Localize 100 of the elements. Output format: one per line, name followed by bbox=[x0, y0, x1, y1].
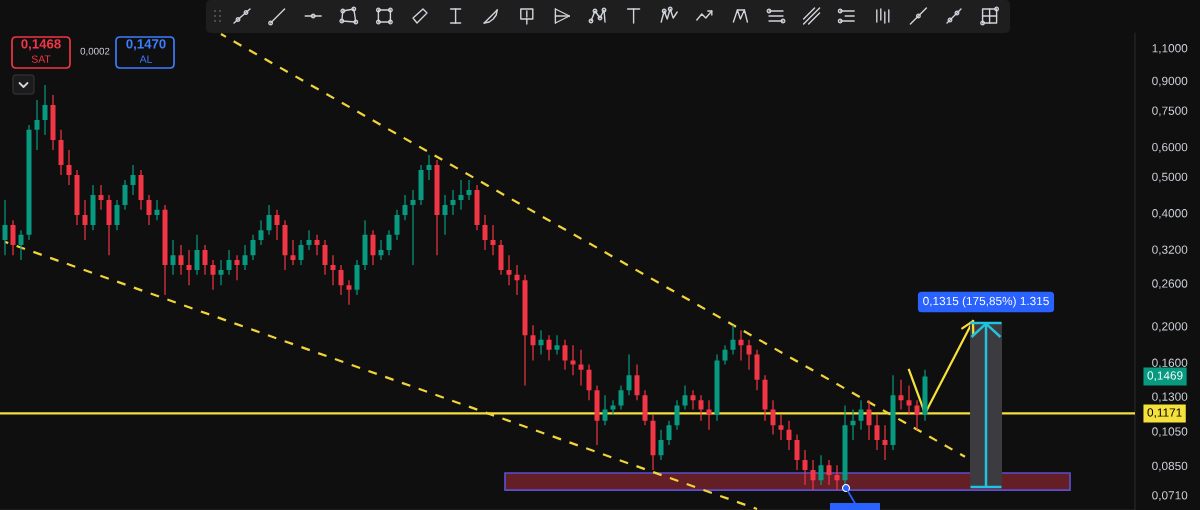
candlestick bbox=[450, 189, 456, 216]
candlestick bbox=[746, 339, 752, 370]
candlestick bbox=[514, 264, 520, 296]
text: 0,1469 bbox=[1147, 371, 1183, 382]
candlestick bbox=[338, 264, 344, 296]
candlestick bbox=[418, 165, 424, 206]
y-tick-label: 0,9000 bbox=[1152, 76, 1188, 87]
annotation: AL bbox=[139, 55, 153, 63]
candlestick bbox=[874, 415, 880, 451]
candlestick bbox=[362, 220, 368, 271]
y-tick-label: 0,2000 bbox=[1152, 322, 1188, 332]
candlestick bbox=[898, 379, 904, 410]
candlestick bbox=[506, 255, 512, 286]
candlestick bbox=[586, 364, 592, 401]
candlestick bbox=[546, 335, 552, 361]
candlestick bbox=[458, 179, 464, 210]
candlestick bbox=[178, 244, 184, 275]
candlestick bbox=[426, 154, 432, 180]
candlestick bbox=[90, 185, 96, 231]
candlestick bbox=[738, 330, 744, 361]
candlestick bbox=[42, 84, 48, 136]
candlestick bbox=[346, 280, 352, 305]
candlestick bbox=[386, 230, 392, 256]
annotation: 0,1470 bbox=[126, 39, 166, 51]
y-tick-label: 0,6000 bbox=[1152, 142, 1188, 153]
candlestick bbox=[618, 385, 624, 410]
candlestick bbox=[154, 200, 160, 221]
candlestick bbox=[786, 420, 792, 451]
candlestick bbox=[570, 345, 576, 376]
y-tick-label: 0,5000 bbox=[1152, 172, 1188, 183]
candlestick bbox=[226, 249, 232, 275]
candlestick bbox=[58, 129, 64, 176]
candlestick bbox=[210, 259, 216, 290]
candlestick bbox=[434, 159, 440, 256]
candlestick bbox=[914, 400, 920, 430]
candlestick bbox=[818, 455, 824, 486]
candlestick bbox=[130, 165, 136, 195]
candlestick bbox=[330, 255, 336, 286]
candlestick bbox=[50, 94, 56, 150]
candlestick bbox=[754, 349, 760, 391]
y-tick-label: 0,1600 bbox=[1152, 358, 1188, 369]
candlestick bbox=[138, 169, 144, 210]
candlestick bbox=[650, 415, 656, 471]
candlestick bbox=[834, 465, 840, 491]
candlestick bbox=[218, 259, 224, 286]
candlestick bbox=[34, 99, 40, 150]
candlestick bbox=[66, 149, 72, 186]
candlestick bbox=[882, 425, 888, 461]
candlestick bbox=[170, 240, 176, 275]
candlestick bbox=[122, 179, 128, 210]
candlestick bbox=[706, 400, 712, 430]
annotation: 0,1315 (175,85%) 1.315 bbox=[923, 296, 1049, 308]
candlestick bbox=[466, 179, 472, 201]
candlestick bbox=[402, 194, 408, 221]
annotation: SAT bbox=[31, 55, 51, 63]
candlestick bbox=[826, 460, 832, 486]
candlestick bbox=[682, 385, 688, 410]
candlestick bbox=[482, 215, 488, 250]
candlestick bbox=[794, 434, 800, 471]
candlestick bbox=[642, 390, 648, 426]
candlestick bbox=[850, 409, 856, 441]
candlestick bbox=[186, 249, 192, 286]
candlestick bbox=[602, 395, 608, 426]
candlestick bbox=[194, 234, 200, 275]
candlestick bbox=[890, 375, 896, 451]
candlestick bbox=[410, 189, 416, 265]
annotation: 0,0002 bbox=[80, 47, 110, 56]
y-tick-label: 0,0710 bbox=[1152, 491, 1188, 501]
y-tick-label: 0,0850 bbox=[1152, 461, 1188, 472]
candlestick bbox=[610, 400, 616, 415]
candlestick bbox=[282, 220, 288, 271]
candlestick bbox=[306, 230, 312, 250]
candlestick bbox=[578, 349, 584, 386]
annotation: 0,1468 bbox=[21, 39, 61, 51]
candlestick bbox=[594, 385, 600, 446]
y-tick-label: 0,1050 bbox=[1152, 427, 1188, 438]
candlestick bbox=[802, 450, 808, 486]
candlestick bbox=[554, 335, 560, 355]
y-tick-label: 1,1000 bbox=[1152, 44, 1188, 54]
y-tick-label: 0,7500 bbox=[1152, 106, 1188, 117]
candlestick bbox=[258, 220, 264, 245]
candlestick bbox=[858, 400, 864, 430]
candlestick bbox=[274, 209, 280, 241]
candlestick bbox=[730, 325, 736, 355]
y-tick-label: 0,4000 bbox=[1152, 209, 1188, 219]
candlestick bbox=[202, 244, 208, 275]
candlestick bbox=[530, 325, 536, 361]
candlestick bbox=[442, 194, 448, 235]
candlestick bbox=[98, 185, 104, 210]
candlestick bbox=[298, 240, 304, 265]
candlestick bbox=[634, 364, 640, 401]
candlestick bbox=[146, 194, 152, 225]
candlestick bbox=[266, 205, 272, 235]
candlestick bbox=[370, 230, 376, 265]
candlestick bbox=[866, 400, 872, 441]
candlestick bbox=[2, 200, 8, 256]
candlestick bbox=[242, 244, 248, 271]
candlestick bbox=[538, 330, 544, 355]
candlestick bbox=[250, 234, 256, 260]
y-tick-label: 0,3200 bbox=[1152, 245, 1188, 256]
